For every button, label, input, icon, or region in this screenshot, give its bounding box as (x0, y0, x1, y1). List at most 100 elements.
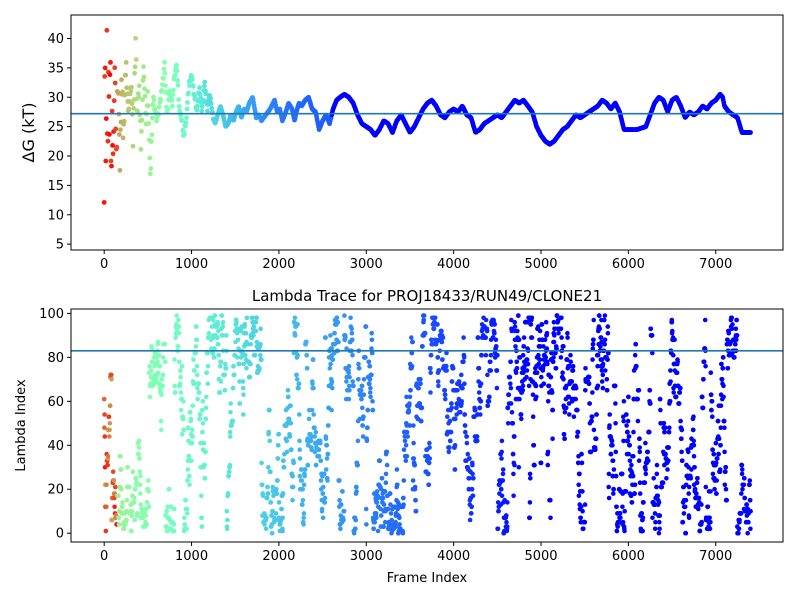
lambda-point (322, 471, 327, 477)
lambda-point (521, 335, 527, 340)
x-tick-label: 0 (100, 549, 108, 564)
lambda-point (372, 519, 378, 525)
lambda-point (358, 388, 364, 393)
lambda-point (646, 458, 651, 464)
lambda-point (146, 504, 152, 510)
lambda-point (600, 372, 606, 378)
lambda-point (539, 374, 544, 380)
lambda-point (231, 363, 236, 369)
lambda-point (545, 462, 551, 468)
lambda-point (328, 361, 333, 367)
lambda-point (509, 410, 515, 415)
lambda-point (479, 352, 485, 358)
lambda-point (343, 335, 348, 340)
lambda-point (678, 385, 683, 391)
lambda-point (658, 407, 663, 413)
lambda-point (513, 344, 518, 349)
lambda-point (723, 465, 729, 470)
lambda-point (459, 372, 464, 378)
lambda-point (190, 434, 195, 439)
lambda-point (403, 443, 409, 448)
lambda-point (292, 315, 298, 321)
lambda-point (738, 511, 744, 516)
lambda-point (413, 497, 418, 503)
delta-g-point (175, 82, 181, 88)
lambda-point (191, 357, 196, 362)
delta-g-point (162, 59, 167, 65)
y-tick-label: 40 (47, 32, 64, 47)
lambda-point (668, 379, 673, 384)
lambda-point (683, 530, 689, 536)
lambda-point (340, 489, 345, 494)
lambda-point (138, 473, 143, 479)
lambda-point (542, 337, 548, 343)
lambda-point (109, 377, 114, 382)
lambda-point (541, 381, 547, 387)
lambda-point (353, 517, 359, 523)
x-tick-label: 6000 (612, 257, 645, 272)
lambda-point (329, 379, 335, 384)
delta-g-point (178, 113, 184, 119)
lambda-point (611, 486, 616, 492)
lambda-point (121, 526, 127, 532)
lambda-point (567, 412, 572, 417)
delta-g-point (194, 107, 200, 113)
lambda-point (284, 438, 290, 444)
lambda-point (187, 473, 192, 479)
lambda-point (342, 313, 347, 318)
delta-g-point (133, 57, 139, 62)
delta-g-point (176, 97, 182, 102)
x-tick-label: 6000 (612, 549, 645, 564)
y-tick-label: 40 (47, 439, 64, 454)
lambda-point (700, 405, 706, 411)
lambda-point (637, 436, 642, 442)
lambda-point (176, 330, 182, 336)
lambda-point (575, 407, 580, 413)
lambda-point (516, 337, 522, 343)
lambda-point (524, 357, 530, 362)
lambda-point (470, 462, 475, 468)
lambda-point (136, 445, 142, 450)
lambda-point (350, 337, 355, 343)
lambda-point (356, 366, 362, 371)
delta-g-point (129, 101, 135, 106)
lambda-panel: Lambda Trace for PROJ18433/RUN49/CLONE21… (14, 287, 784, 586)
y-tick-label: 30 (47, 91, 64, 106)
lambda-point (740, 467, 745, 472)
lambda-point (591, 427, 597, 433)
lambda-point (627, 443, 632, 448)
lambda-point (722, 482, 728, 488)
lambda-point (344, 379, 349, 384)
delta-g-point (141, 74, 147, 80)
lambda-point (290, 473, 296, 479)
lambda-point (514, 359, 520, 365)
lambda-point (494, 344, 499, 349)
lambda-point (194, 324, 199, 329)
lambda-point (614, 528, 620, 534)
lambda-point (407, 394, 413, 400)
delta-g-point (185, 100, 190, 105)
lambda-point (164, 524, 169, 529)
lambda-point (463, 429, 468, 435)
lambda-point (215, 341, 221, 347)
lambda-point (583, 366, 588, 371)
lambda-point (194, 363, 200, 369)
lambda-point (254, 339, 260, 345)
lambda-point (353, 526, 358, 532)
lambda-point (361, 377, 367, 382)
lambda-point (475, 335, 481, 340)
lambda-point (368, 394, 373, 400)
lambda-point (106, 414, 112, 420)
lambda-point (369, 337, 375, 343)
lambda-point (736, 526, 742, 532)
lambda-point (243, 330, 249, 336)
lambda-point (458, 410, 463, 415)
lambda-point (363, 324, 369, 329)
lambda-point (294, 372, 299, 378)
delta-g-point (179, 118, 185, 124)
lambda-point (600, 385, 606, 391)
lambda-point (350, 352, 355, 358)
lambda-point (174, 313, 179, 318)
lambda-point (356, 361, 361, 367)
lambda-point (543, 355, 548, 360)
